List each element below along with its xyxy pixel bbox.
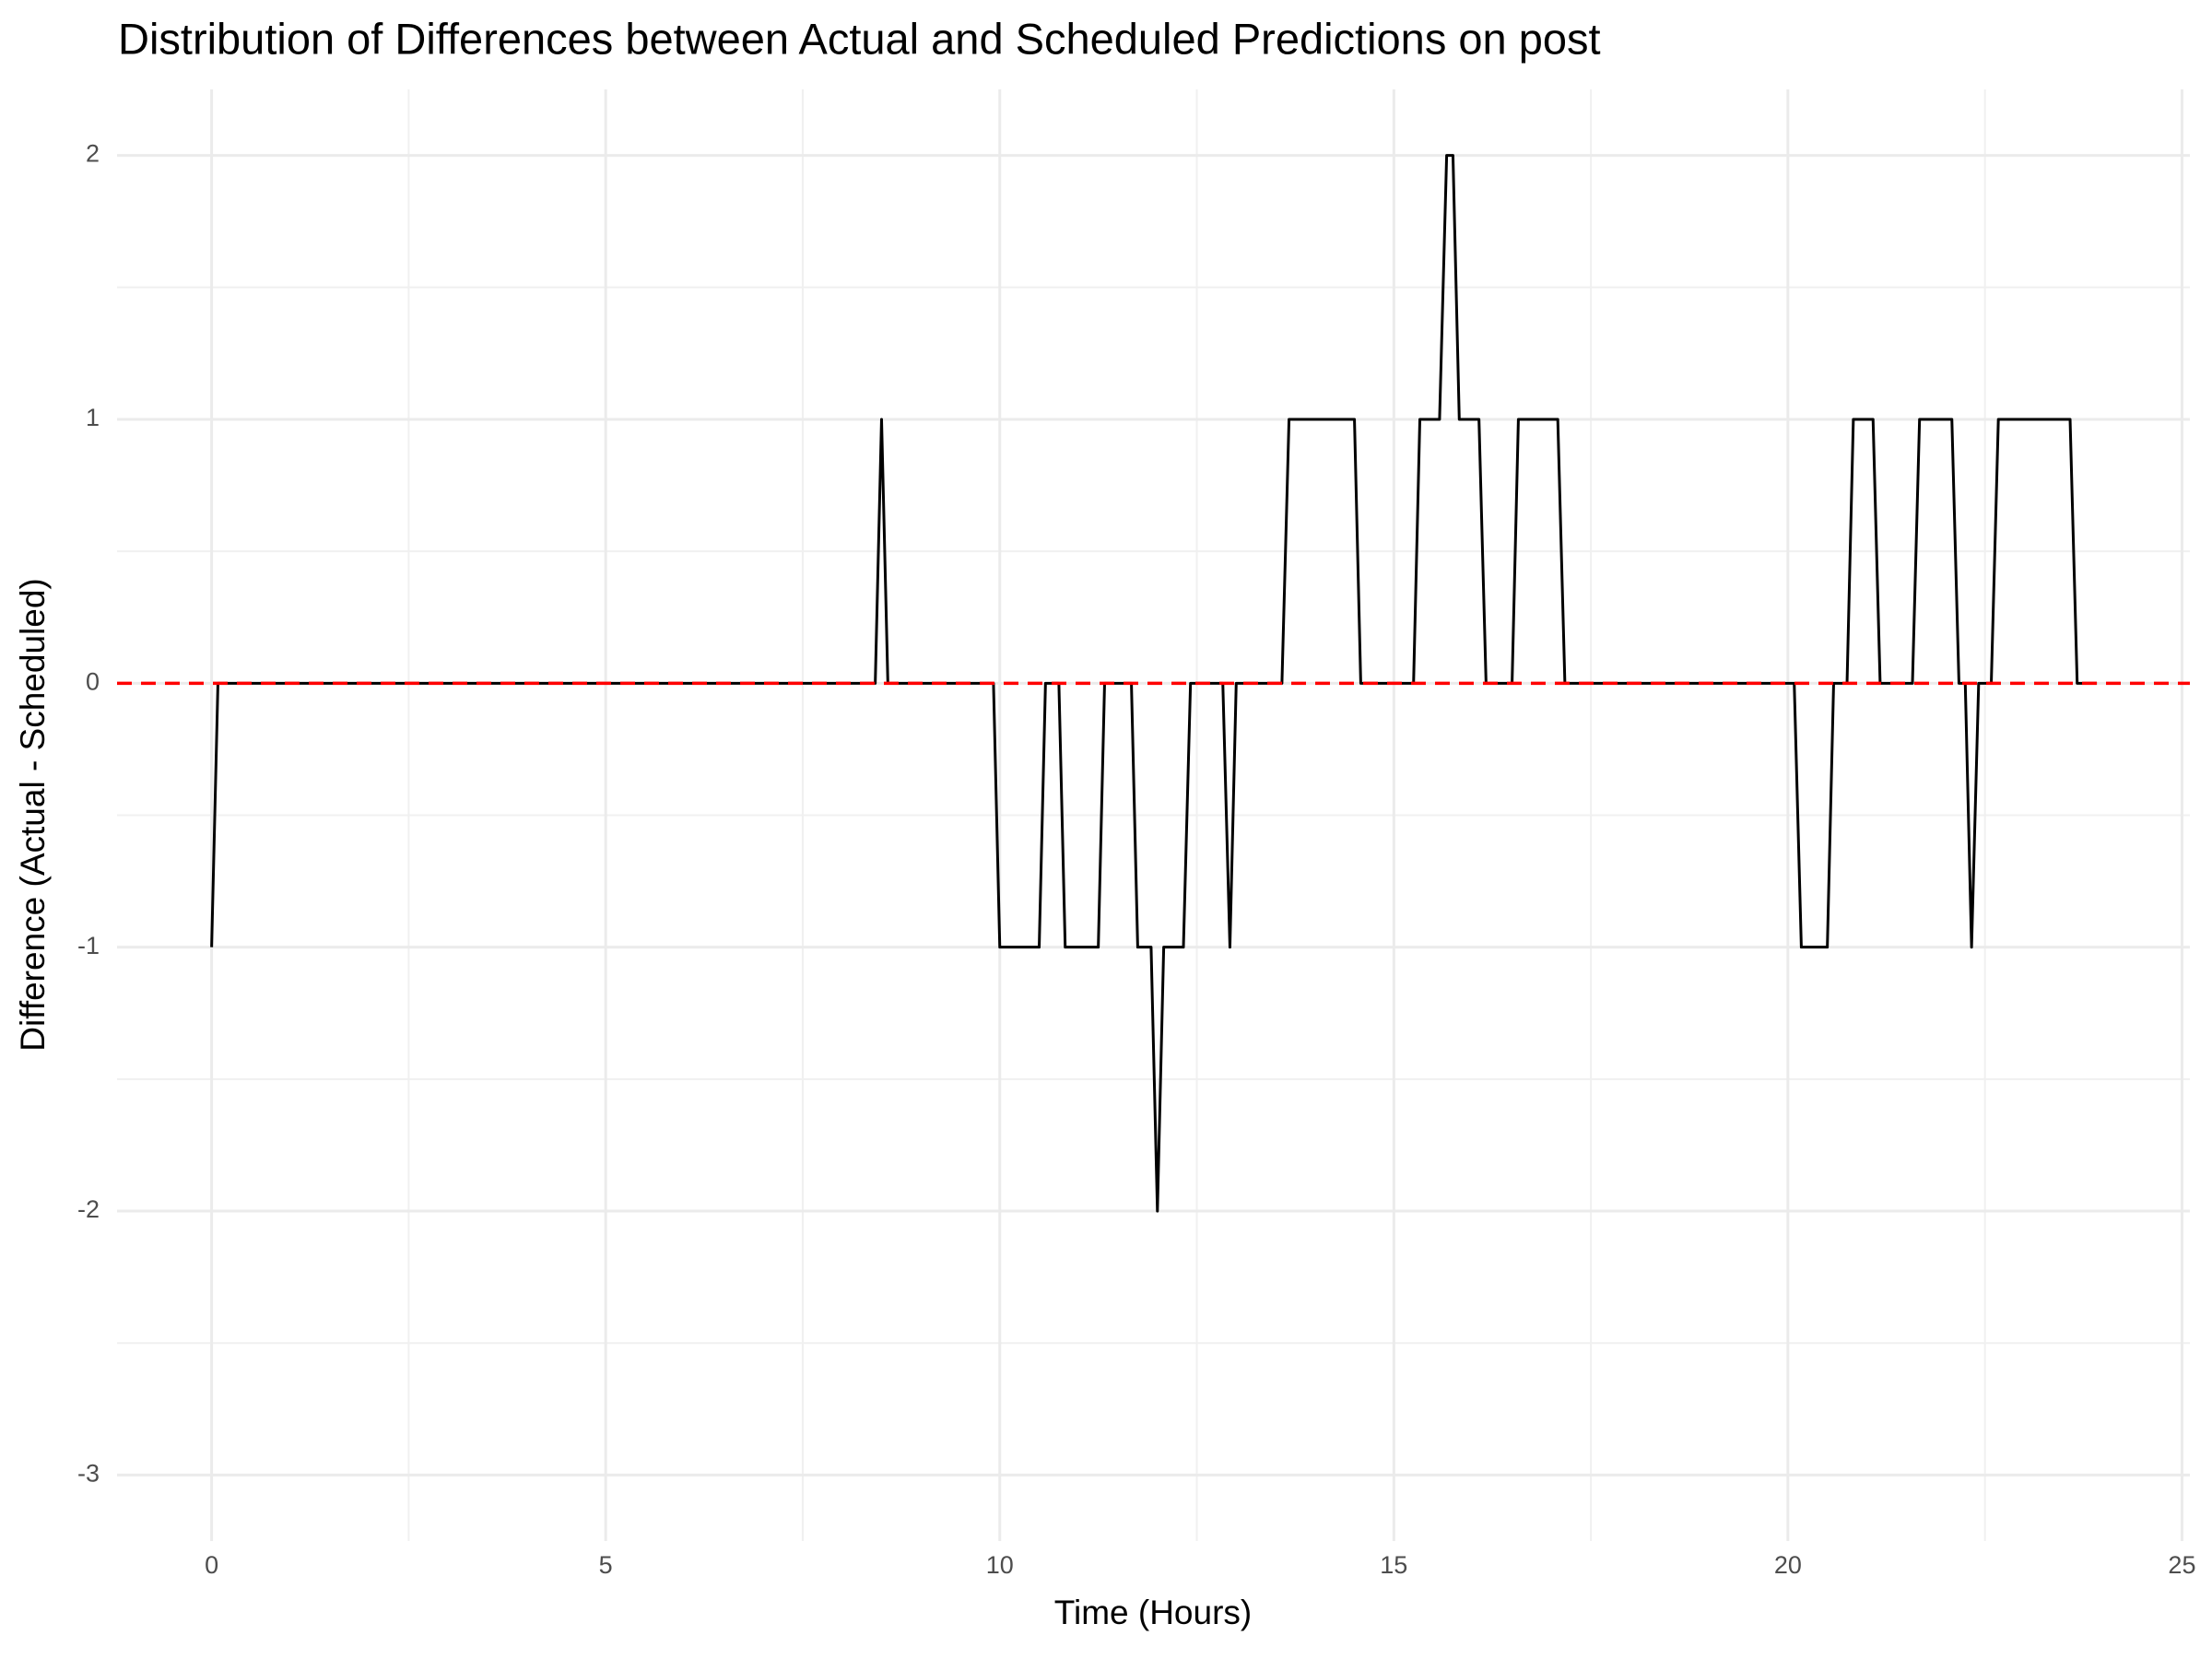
y-tick-label: -2: [77, 1195, 100, 1223]
x-tick-label: 5: [599, 1551, 613, 1579]
x-tick-label: 20: [1774, 1551, 1802, 1579]
y-tick-label: 1: [86, 404, 100, 431]
y-tick-label: 0: [86, 667, 100, 695]
x-tick-label: 25: [2168, 1551, 2195, 1579]
x-tick-label: 15: [1380, 1551, 1407, 1579]
x-tick-label: 0: [205, 1551, 218, 1579]
x-axis-label: Time (Hours): [1054, 1594, 1252, 1631]
y-tick-label: 2: [86, 140, 100, 168]
chart-title: Distribution of Differences between Actu…: [118, 14, 1601, 63]
x-tick-label: 10: [986, 1551, 1014, 1579]
y-tick-label: -1: [77, 932, 100, 959]
y-axis-label: Difference (Actual - Scheduled): [14, 578, 52, 1051]
data-line: [210, 154, 2098, 1213]
grid: [117, 89, 2190, 1541]
y-tick-label: -3: [77, 1460, 100, 1488]
